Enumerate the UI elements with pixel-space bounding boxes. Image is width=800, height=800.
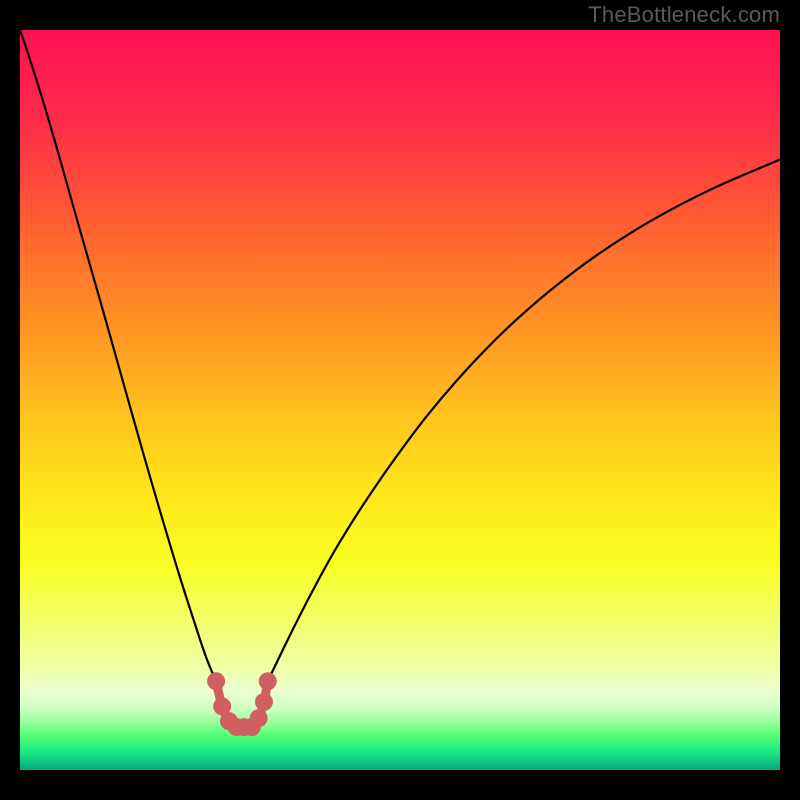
- plot-area: [20, 30, 780, 770]
- bottleneck-marker: [250, 709, 268, 727]
- attribution-text: TheBottleneck.com: [588, 2, 780, 28]
- bottleneck-marker: [259, 672, 277, 690]
- outer-frame: TheBottleneck.com: [0, 0, 800, 800]
- gradient-background: [20, 30, 780, 770]
- bottleneck-marker: [207, 672, 225, 690]
- bottleneck-chart: [20, 30, 780, 770]
- bottleneck-marker: [255, 693, 273, 711]
